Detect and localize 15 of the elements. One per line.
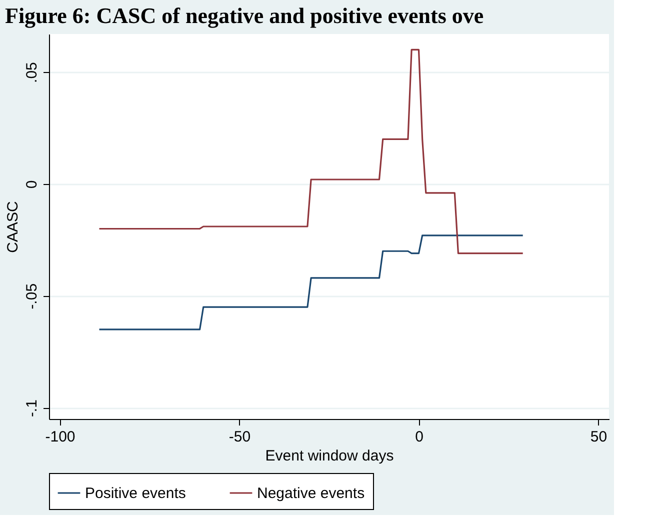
y-tick-label: -.05 (24, 283, 40, 310)
x-tick-label: -50 (228, 428, 251, 446)
x-tick-label: 0 (415, 428, 424, 446)
x-tick-label: 50 (590, 428, 608, 446)
y-axis-title: CAASC (4, 200, 22, 253)
x-axis-title: Event window days (265, 448, 394, 464)
y-tick-label: -.1 (24, 400, 40, 418)
y-tick-label: .05 (24, 62, 40, 83)
y-tick-label: 0 (24, 180, 40, 189)
line-series (98, 48, 524, 254)
legend-label: Positive events (85, 485, 186, 502)
legend-label: Negative events (257, 485, 365, 502)
chart-title: Figure 6: CASC of negative and positive events ove (5, 3, 484, 28)
x-tick-label: -100 (45, 428, 76, 446)
line-series (98, 234, 524, 330)
